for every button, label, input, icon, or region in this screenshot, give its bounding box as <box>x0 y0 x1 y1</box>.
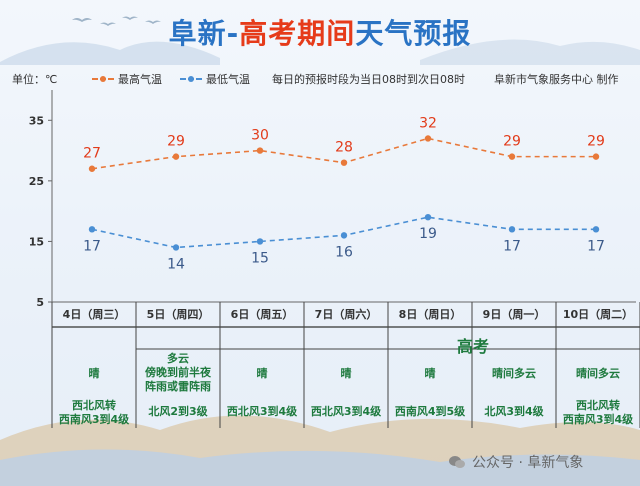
x-tick-label: 5日（周四） <box>146 308 210 321</box>
wind-cell: 西北风3到4级 <box>226 405 298 418</box>
low-temp-point <box>88 226 96 233</box>
x-tick-label: 8日（周日） <box>398 308 462 321</box>
birds-icon <box>72 16 161 26</box>
x-tick-label: 6日（周五） <box>230 308 294 321</box>
high-temp-label: 30 <box>251 128 269 144</box>
high-temp-point <box>256 147 264 154</box>
watermark: 公众号 · 阜新气象 <box>448 452 583 472</box>
wind-cell: 西南风4到5级 <box>394 405 466 418</box>
y-tick-label: 5 <box>36 296 44 309</box>
high-temp-point <box>340 159 348 166</box>
mountain-bottom-front <box>0 449 640 486</box>
watermark-text: 公众号 · 阜新气象 <box>472 455 584 471</box>
wind-cell: 北风2到3级 <box>148 405 208 418</box>
high-temp-point <box>424 135 432 142</box>
low-temp-label: 16 <box>335 244 353 260</box>
legend-low-swatch <box>180 74 202 84</box>
wechat-icon <box>449 456 465 468</box>
low-temp-label: 17 <box>503 238 521 254</box>
low-temp-label: 19 <box>419 226 437 242</box>
title-rest: 天气预报 <box>355 17 472 50</box>
unit-label: 单位：℃ <box>12 73 58 86</box>
low-temp-point <box>172 244 180 251</box>
wind-cell: 西北风转 西南风3到4级 <box>562 399 634 426</box>
high-temp-label: 29 <box>587 134 605 150</box>
legend-high: 最高气温 <box>92 71 162 87</box>
x-tick-label: 4日（周三） <box>62 308 126 321</box>
legend-high-label: 最高气温 <box>118 73 162 86</box>
legend-high-swatch <box>92 74 114 84</box>
weather-cell: 多云 傍晚到前半夜 阵雨或雷阵雨 <box>145 352 211 393</box>
mountain-top-left <box>0 41 220 65</box>
legend-low: 最低气温 <box>180 71 250 87</box>
wind-cell: 西北风3到4级 <box>310 405 382 418</box>
x-tick-label: 7日（周六） <box>314 308 378 321</box>
mountain-top-right <box>420 39 640 65</box>
weather-cell: 晴间多云 <box>492 367 536 380</box>
low-temp-point <box>592 226 600 233</box>
y-tick-label: 35 <box>29 114 44 127</box>
low-temp-label: 14 <box>167 256 185 272</box>
weather-cell: 晴 <box>256 367 268 380</box>
x-tick-label: 10日（周二） <box>562 308 634 321</box>
high-temp-point <box>88 165 96 172</box>
wind-cell: 北风3到4级 <box>484 405 544 418</box>
high-temp-label: 27 <box>83 146 101 162</box>
weather-cell: 晴 <box>340 367 352 380</box>
high-temp-point <box>592 153 600 160</box>
high-temp-label: 32 <box>419 115 437 131</box>
high-temp-point <box>172 153 180 160</box>
low-temp-point <box>424 214 432 221</box>
high-temp-label: 29 <box>167 134 185 150</box>
title-highlight: 高考期间 <box>239 17 356 50</box>
legend-low-label: 最低气温 <box>206 73 250 86</box>
page-title: 阜新-高考期间天气预报 <box>0 12 640 52</box>
weather-cell: 晴间多云 <box>576 367 620 380</box>
gaokao-label: 高考 <box>456 337 489 356</box>
low-temp-label: 17 <box>83 238 101 254</box>
high-temp-label: 29 <box>503 134 521 150</box>
low-temp-point <box>508 226 516 233</box>
forecast-period-note: 每日的预报时段为当日08时到次日08时 <box>272 73 465 86</box>
weather-cell: 晴 <box>424 367 436 380</box>
credit-label: 阜新市气象服务中心 制作 <box>494 73 619 86</box>
high-temp-point <box>508 153 516 160</box>
y-tick-label: 25 <box>29 175 44 188</box>
title-city: 阜新- <box>168 17 240 50</box>
low-temp-point <box>340 232 348 239</box>
x-tick-label: 9日（周一） <box>482 308 546 321</box>
wind-cell: 西北风转 西南风3到4级 <box>58 399 130 426</box>
low-temp-point <box>256 238 264 245</box>
y-tick-label: 15 <box>29 235 44 248</box>
low-temp-label: 17 <box>587 238 605 254</box>
high-temp-label: 28 <box>335 140 353 156</box>
low-temp-label: 15 <box>251 250 269 266</box>
weather-cell: 晴 <box>88 367 100 380</box>
